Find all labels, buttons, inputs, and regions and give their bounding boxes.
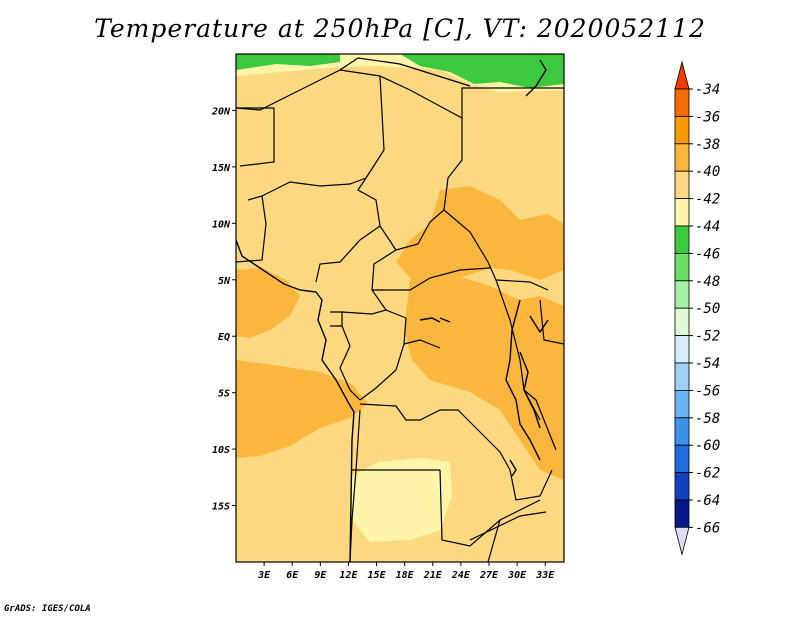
lon-tick-label: 27E [479, 570, 499, 581]
colorbar-swatch [674, 472, 690, 501]
colorbar-label: -48 [695, 274, 720, 290]
colorbar-swatch [674, 88, 690, 117]
field-atlantic-warm [236, 360, 368, 458]
colorbar-swatch [674, 444, 690, 474]
colorbar-swatch [674, 389, 690, 419]
colorbar-label: -66 [695, 520, 720, 536]
colorbar-swatch [674, 280, 690, 309]
field-gulf-warm [236, 268, 300, 338]
lat-tick-label: 5N [218, 276, 231, 287]
colorbar-swatch [674, 362, 690, 391]
latitude-ticks: 20N 15N 10N 5N EQ 5S 10S 15S [211, 106, 236, 513]
grads-credit: GrADS: IGES/COLA [4, 604, 91, 614]
colorbar-swatch [674, 252, 690, 282]
colorbar-swatch [674, 417, 690, 446]
colorbar-label: -60 [695, 438, 720, 454]
colorbar-label: -36 [695, 109, 720, 125]
lon-tick-label: 6E [286, 570, 299, 581]
colorbar-label: -34 [695, 82, 720, 98]
lat-tick-label: 5S [218, 389, 230, 400]
colorbar-label: -38 [695, 137, 720, 153]
colorbar-swatch [674, 225, 690, 254]
lat-tick-label: 20N [211, 106, 231, 117]
field-green-northeast [400, 54, 564, 88]
lon-tick-label: 18E [396, 570, 415, 581]
colorbar-swatch [674, 198, 690, 227]
lat-tick-label: 10N [212, 219, 231, 230]
lon-tick-label: 15E [368, 570, 387, 581]
colorbar-label: -50 [695, 301, 720, 317]
field-east-warm [404, 274, 564, 480]
colorbar-swatch [674, 170, 690, 199]
lat-tick-label: 15N [212, 163, 231, 174]
map-title: Temperature at 250hPa [C], VT: 202005211… [94, 14, 706, 43]
lon-tick-label: 12E [339, 570, 358, 581]
temperature-field [236, 54, 564, 562]
colorbar-swatch [674, 116, 690, 145]
colorbar-swatch [674, 143, 690, 172]
lon-tick-label: 33E [535, 570, 555, 581]
colorbar-label: -44 [695, 219, 720, 235]
longitude-ticks: 3E 6E 9E 12E 15E 18E 21E 24E 27E 30E 33E [257, 562, 555, 581]
colorbar-label: -56 [695, 383, 720, 399]
colorbar-top-arrow [674, 60, 690, 90]
colorbar-swatch [674, 499, 690, 528]
colorbar-label: -54 [695, 356, 720, 372]
colorbar-swatch [674, 335, 690, 364]
field-green-northwest [236, 54, 340, 70]
map-frame [235, 53, 565, 563]
colorbar-label: -46 [695, 246, 720, 262]
colorbar-label: -64 [695, 493, 720, 509]
colorbar-label: -40 [695, 164, 720, 180]
lat-tick-label: 10S [212, 445, 230, 456]
coastline [236, 59, 549, 562]
lon-tick-label: 21E [423, 570, 443, 581]
lon-tick-label: 9E [314, 570, 327, 581]
colorbar-swatch [674, 307, 690, 337]
field-central-warm [396, 186, 564, 290]
country-borders [236, 57, 564, 562]
colorbar-label: -52 [695, 329, 720, 345]
lat-tick-label: 15S [212, 502, 230, 513]
colorbar-label: -58 [695, 411, 720, 427]
colorbar: -34 -36 -38 -40 -42 -44 -46 -48 -50 -52 -54 -56 -58 -… [674, 60, 720, 556]
colorbar-bottom-arrow [674, 527, 690, 556]
colorbar-label: -62 [695, 466, 720, 482]
lon-tick-label: 24E [451, 570, 471, 581]
field-south-light [352, 458, 452, 542]
lon-tick-label: 30E [507, 570, 527, 581]
lon-tick-label: 3E [257, 570, 271, 581]
colorbar-label: -42 [695, 192, 720, 208]
lat-tick-label: EQ [218, 332, 230, 343]
